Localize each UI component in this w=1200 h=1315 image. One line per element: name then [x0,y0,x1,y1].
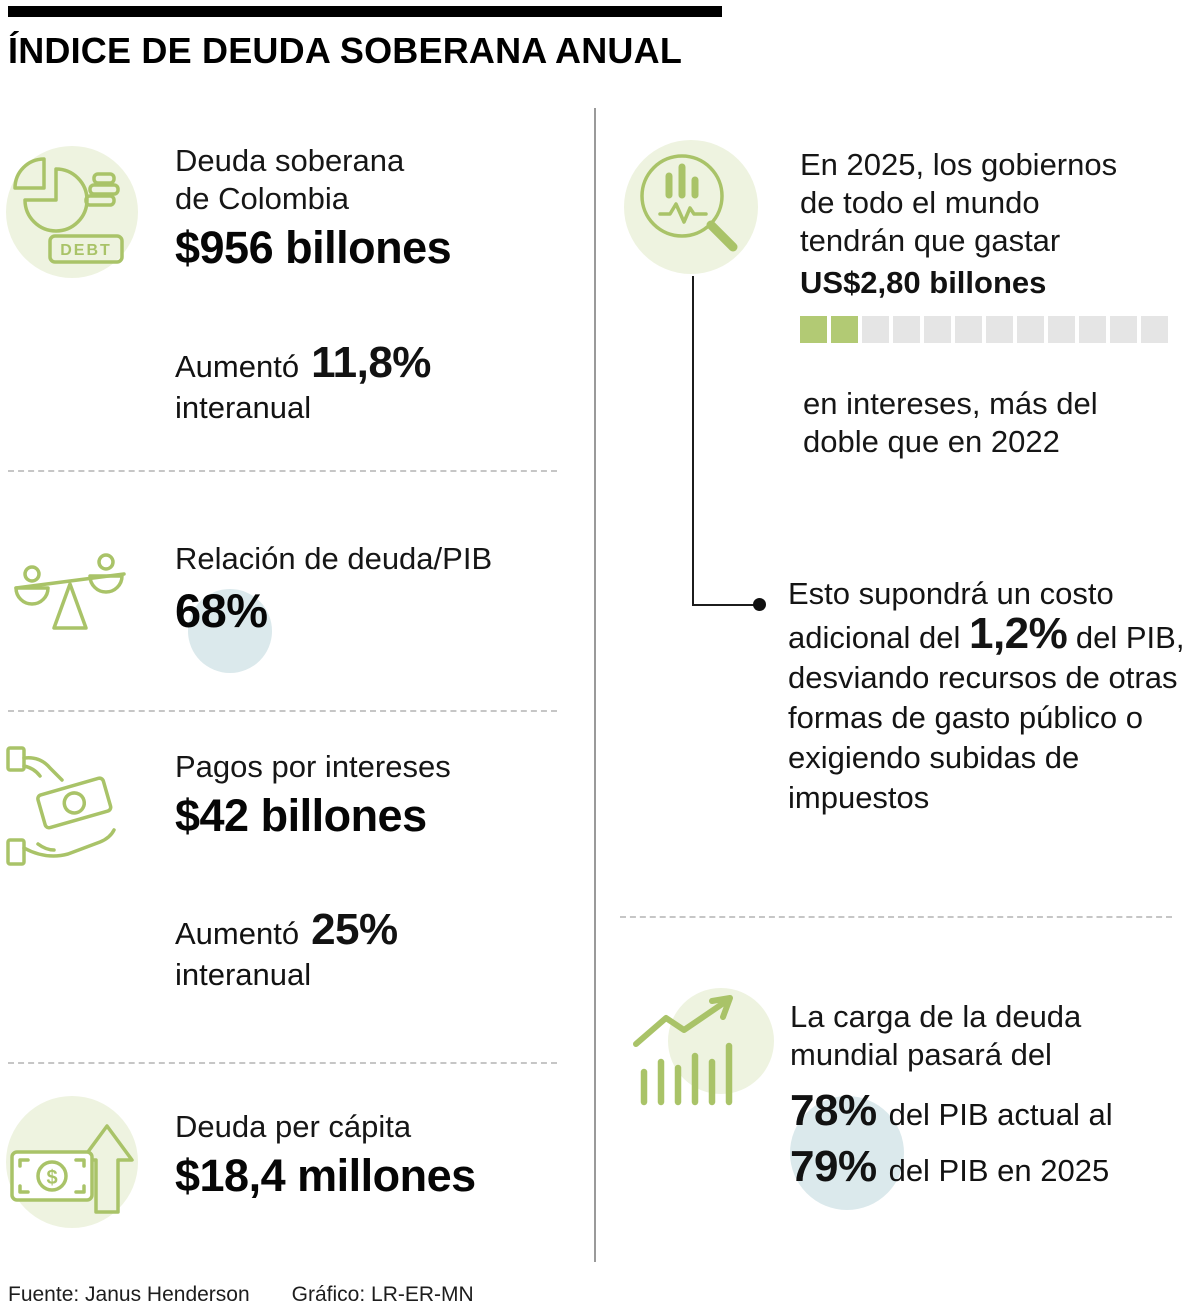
trend-up-icon [628,988,764,1124]
progress-square [955,316,982,343]
interest-payments-value: $42 billones [175,790,427,841]
burden-stat-2025-value: 79% [790,1142,877,1191]
dollar-sign-glyph: $ [46,1167,57,1189]
progress-square [1079,316,1106,343]
progress-square [831,316,858,343]
section-sovereign-debt: Deuda soberana de Colombia $956 billones [175,142,452,273]
gdp-ratio-value: 68% [175,584,268,637]
progress-square [800,316,827,343]
change-prefix: Aumentó [175,349,300,384]
sovereign-debt-value: $956 billones [175,222,452,273]
interest-progress-bar [800,316,1168,343]
change-suffix: interanual [175,957,312,992]
source-credit: Fuente: Janus Henderson [8,1283,250,1306]
spending-line2: de todo el mundo [800,185,1040,220]
burden-stat-2025-text: del PIB en 2025 [888,1153,1110,1188]
section-interest-payments: Pagos por intereses $42 billones [175,748,451,841]
progress-square [1048,316,1075,343]
spending-note: en intereses, más del doble que en 2022 [803,385,1168,461]
left-divider-2 [8,710,557,712]
section-debt-burden: La carga de la deuda mundial pasará del … [790,998,1113,1192]
money-arrow-up-icon: $ [6,1096,141,1231]
sovereign-debt-label-line1: Deuda soberana [175,143,405,178]
cost-value: 1,2% [968,609,1068,658]
progress-square [1017,316,1044,343]
section-per-capita: Deuda per cápita $18,4 millones [175,1108,476,1201]
burden-line1: La carga de la deuda [790,999,1082,1034]
graphic-credit: Gráfico: LR-ER-MN [291,1283,474,1306]
burden-stat-current-value: 78% [790,1086,877,1135]
spending-amount: US$2,80 billones [800,265,1047,300]
connector-horizontal-line [692,604,754,606]
per-capita-label: Deuda per cápita [175,1109,412,1144]
spending-line3: tendrán que gastar [800,223,1061,258]
magnifier-chart-icon [624,140,761,277]
additional-cost-paragraph: Esto supondrá un costo adicional del 1,2… [788,574,1188,818]
progress-square [1110,316,1137,343]
connector-vertical-line [692,276,694,606]
progress-square [1141,316,1168,343]
progress-square [893,316,920,343]
gdp-ratio-bg-circle [188,589,272,673]
left-divider-3 [8,1062,557,1064]
cost-text-post: del PIB, desviando recursos de otras for… [788,620,1185,815]
header-accent-bar [8,6,722,17]
interest-payments-label: Pagos por intereses [175,749,451,784]
change-value: 11,8% [311,338,431,387]
burden-stat-current: 78% del PIB actual al [790,1086,1113,1136]
sovereign-debt-change: Aumentó 11,8% interanual [175,338,431,428]
column-divider [594,108,596,1262]
debt-pie-icon: DEBT [6,146,138,278]
change-value: 25% [311,905,398,954]
burden-stat-bg-circle [790,1096,904,1210]
per-capita-value: $18,4 millones [175,1150,476,1201]
handshake-money-icon [4,740,144,875]
interest-payments-change: Aumentó 25% interanual [175,905,398,995]
change-suffix: interanual [175,390,312,425]
page-title: ÍNDICE DE DEUDA SOBERANA ANUAL [8,30,683,71]
spending-line1: En 2025, los gobiernos [800,147,1118,182]
burden-stat-2025: 79% del PIB en 2025 [790,1142,1113,1192]
right-divider [620,916,1172,918]
progress-square [924,316,951,343]
progress-square [862,316,889,343]
footer: Fuente: Janus Henderson Gráfico: LR-ER-MN [8,1283,474,1307]
burden-stat-current-text: del PIB actual al [888,1097,1113,1132]
gdp-ratio-label: Relación de deuda/PIB [175,541,493,576]
burden-line2: mundial pasará del [790,1037,1052,1072]
sovereign-debt-label-line2: de Colombia [175,181,350,216]
spending-note-line1: en intereses, más del [803,386,1098,421]
debt-icon-label: DEBT [60,242,112,259]
balance-scale-icon [4,530,136,662]
bullet-dot [753,598,766,611]
change-prefix: Aumentó [175,916,300,951]
left-divider-1 [8,470,557,472]
cost-text-pre: Esto supondrá un costo adicional del [788,576,1114,655]
spending-note-line2: doble que en 2022 [803,424,1060,459]
section-gdp-ratio: Relación de deuda/PIB 68% [175,540,492,637]
section-global-spending: En 2025, los gobiernos de todo el mundo … [800,146,1168,461]
progress-square [986,316,1013,343]
